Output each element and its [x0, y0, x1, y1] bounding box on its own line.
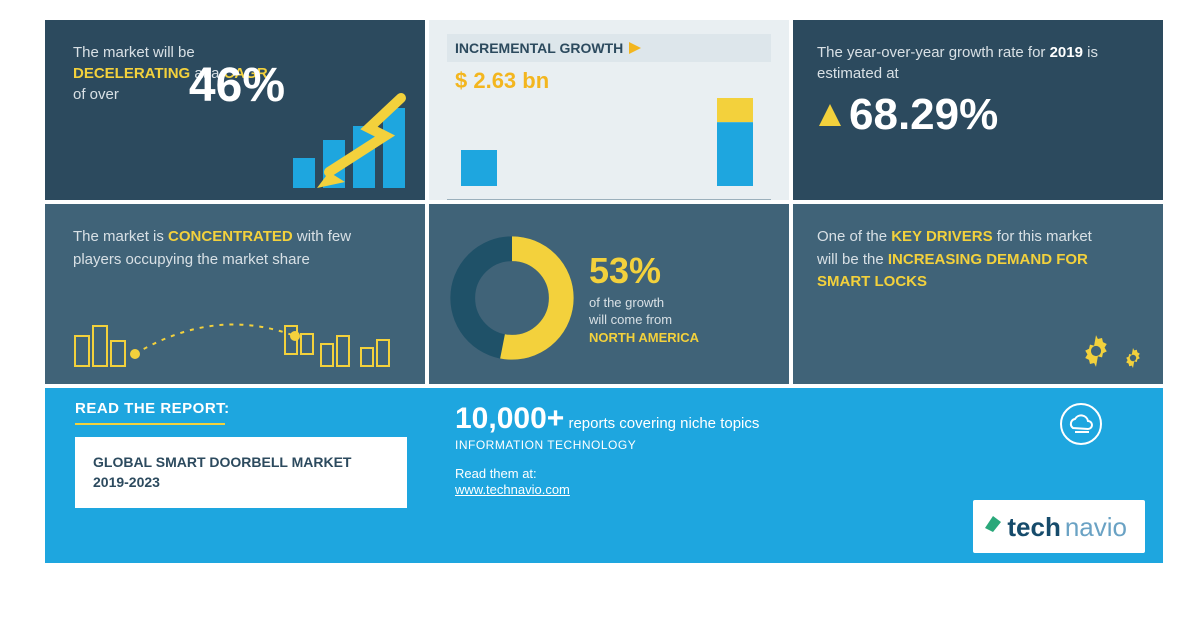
- growth-header: INCREMENTAL GROWTH: [447, 34, 771, 62]
- triangle-up-icon: [817, 102, 843, 128]
- yoy-text: The year-over-year growth rate for 2019 …: [817, 42, 1143, 84]
- infographic-grid: The market will be DECELERATING at a CAG…: [45, 20, 1155, 607]
- cloud-doc-icon: [1059, 402, 1103, 446]
- gears-icon: [1077, 332, 1145, 370]
- growth-bars: [447, 98, 767, 190]
- panel-region: 53% of the growth will come from NORTH A…: [429, 204, 789, 384]
- panel-yoy: The year-over-year growth rate for 2019 …: [793, 20, 1163, 200]
- driver-text: One of the KEY DRIVERS for this market w…: [817, 226, 1097, 294]
- panel-footer: READ THE REPORT: GLOBAL SMART DOORBELL M…: [45, 388, 1163, 563]
- report-count: 10,000+: [455, 402, 564, 435]
- panel-incremental-growth: INCREMENTAL GROWTH $ 2.63 bn 2018 2023: [429, 20, 789, 200]
- logo-mark-icon: [983, 514, 1003, 534]
- panel-concentration: The market is CONCENTRATED with few play…: [45, 204, 425, 384]
- report-title: GLOBAL SMART DOORBELL MARKET 2019-2023: [75, 437, 407, 508]
- growth-value: $ 2.63 bn: [455, 68, 771, 94]
- buildings-icon: [65, 286, 405, 376]
- donut-chart: [447, 233, 577, 363]
- growth-axis: 2018 2023: [447, 199, 771, 200]
- footer-subline: INFORMATION TECHNOLOGY: [455, 438, 1043, 452]
- region-value: 53%: [589, 250, 699, 292]
- read-header: READ THE REPORT:: [75, 400, 407, 425]
- technavio-link[interactable]: www.technavio.com: [455, 482, 570, 497]
- read-at: Read them at:: [455, 466, 1043, 481]
- triangle-right-icon: [629, 42, 641, 54]
- cagr-chart-icon: [269, 84, 419, 194]
- region-text: of the growth will come from NORTH AMERI…: [589, 294, 699, 347]
- technavio-logo: technavio: [973, 500, 1145, 553]
- footer-left: READ THE REPORT: GLOBAL SMART DOORBELL M…: [45, 388, 425, 563]
- yoy-value: 68.29%: [817, 90, 1143, 140]
- panel-cagr: The market will be DECELERATING at a CAG…: [45, 20, 425, 200]
- concentration-text: The market is CONCENTRATED with few play…: [73, 226, 393, 271]
- panel-driver: One of the KEY DRIVERS for this market w…: [793, 204, 1163, 384]
